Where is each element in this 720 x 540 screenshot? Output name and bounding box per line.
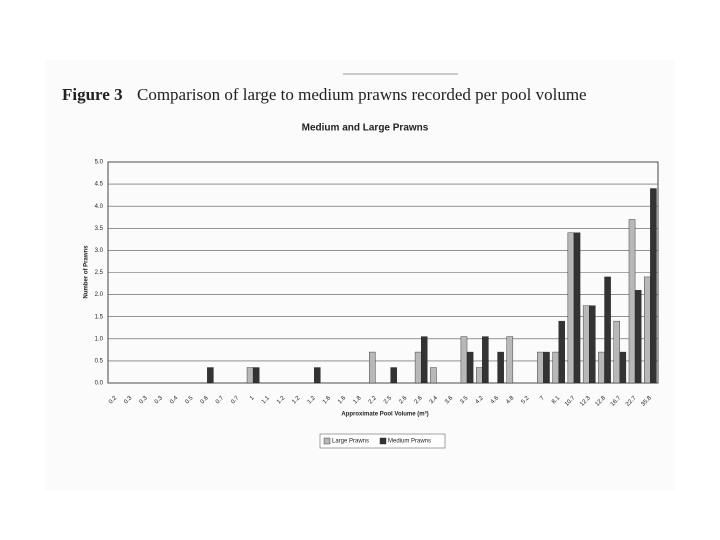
bar — [314, 367, 321, 384]
x-tick-label: 0.3 — [123, 395, 134, 406]
bar — [207, 367, 214, 384]
y-tick-label: 2.0 — [95, 292, 104, 298]
y-tick-label: 0.0 — [95, 381, 104, 387]
y-tick-label: 5.0 — [95, 160, 104, 166]
x-tick-label: 7 — [539, 395, 546, 402]
bar — [475, 367, 483, 384]
bar — [619, 351, 627, 384]
bar — [420, 336, 428, 384]
x-tick-label: 4.2 — [475, 395, 486, 406]
x-tick-label: 0.3 — [139, 395, 150, 406]
x-tick-label: 1.8 — [352, 395, 363, 406]
x-tick-label: 2.6 — [414, 395, 425, 406]
y-tick-label: 0.5 — [95, 358, 104, 364]
bar — [460, 336, 468, 384]
bar — [552, 351, 559, 384]
chart-title: Medium and Large Prawns — [302, 123, 429, 134]
bar — [537, 351, 544, 384]
x-tick-label: 4.6 — [490, 395, 501, 406]
bar — [497, 351, 504, 384]
bar — [246, 367, 254, 384]
x-tick-label: 0.7 — [230, 395, 241, 406]
legend-label: Large Prawns — [332, 439, 369, 445]
bar — [414, 351, 422, 384]
x-tick-label: 1.6 — [322, 395, 333, 406]
bar — [369, 351, 376, 384]
x-tick-label: 1.2 — [307, 395, 318, 406]
y-axis-label: Number of Prawns — [84, 245, 90, 299]
x-tick-label: 0.4 — [169, 395, 180, 406]
x-tick-label: 4.8 — [505, 395, 516, 406]
x-axis-label: Approximate Pool Volume (m³) — [341, 411, 428, 418]
bar — [506, 336, 514, 384]
bar — [644, 276, 651, 384]
bar — [613, 320, 621, 384]
x-tick-label: 1.2 — [276, 395, 287, 406]
bar — [650, 188, 657, 384]
bar — [252, 367, 260, 384]
bar — [482, 336, 489, 384]
figure-label: Figure 3 — [62, 85, 123, 104]
y-tick-label: 3.0 — [95, 248, 104, 254]
bar — [430, 367, 437, 384]
bar — [634, 289, 642, 384]
x-tick-label: 0.3 — [154, 395, 165, 406]
y-tick-label: 4.5 — [95, 182, 104, 188]
figure-caption: Comparison of large to medium prawns rec… — [137, 85, 587, 104]
x-tick-label: 1.2 — [291, 395, 302, 406]
y-tick-label: 1.0 — [95, 336, 104, 342]
y-tick-label: 1.5 — [95, 314, 104, 320]
x-tick-label: 0.2 — [108, 395, 119, 406]
y-tick-label: 3.5 — [95, 226, 104, 232]
x-tick-label: 1.1 — [261, 395, 272, 406]
x-tick-label: 1 — [249, 395, 256, 402]
legend-label: Medium Prawns — [388, 439, 431, 445]
bar — [558, 320, 566, 384]
x-tick-label: 3.5 — [459, 395, 470, 406]
bar — [543, 351, 550, 384]
bar — [582, 305, 590, 384]
bar — [598, 351, 605, 384]
x-tick-label: 3.4 — [429, 395, 440, 406]
x-tick-label: 5.2 — [521, 395, 532, 406]
bar — [573, 232, 581, 384]
y-tick-label: 4.0 — [95, 204, 104, 210]
legend-swatch — [379, 437, 387, 445]
x-tick-label: 2.6 — [398, 395, 409, 406]
x-tick-label: 8.1 — [551, 395, 562, 406]
bar — [604, 276, 611, 384]
x-tick-label: 0.6 — [200, 395, 211, 406]
x-tick-label: 3.6 — [444, 395, 455, 406]
bar — [628, 219, 636, 384]
legend-swatch — [323, 437, 331, 445]
x-tick-label: 2.2 — [368, 395, 379, 406]
x-tick-label: 2.5 — [383, 395, 394, 406]
x-tick-label: 1.6 — [337, 395, 348, 406]
y-tick-label: 2.5 — [95, 270, 104, 276]
bar — [567, 232, 575, 384]
bar — [589, 305, 596, 384]
bar — [390, 367, 397, 384]
x-tick-label: 0.5 — [184, 395, 195, 406]
bar — [466, 351, 474, 384]
x-tick-label: 0.7 — [215, 395, 226, 406]
